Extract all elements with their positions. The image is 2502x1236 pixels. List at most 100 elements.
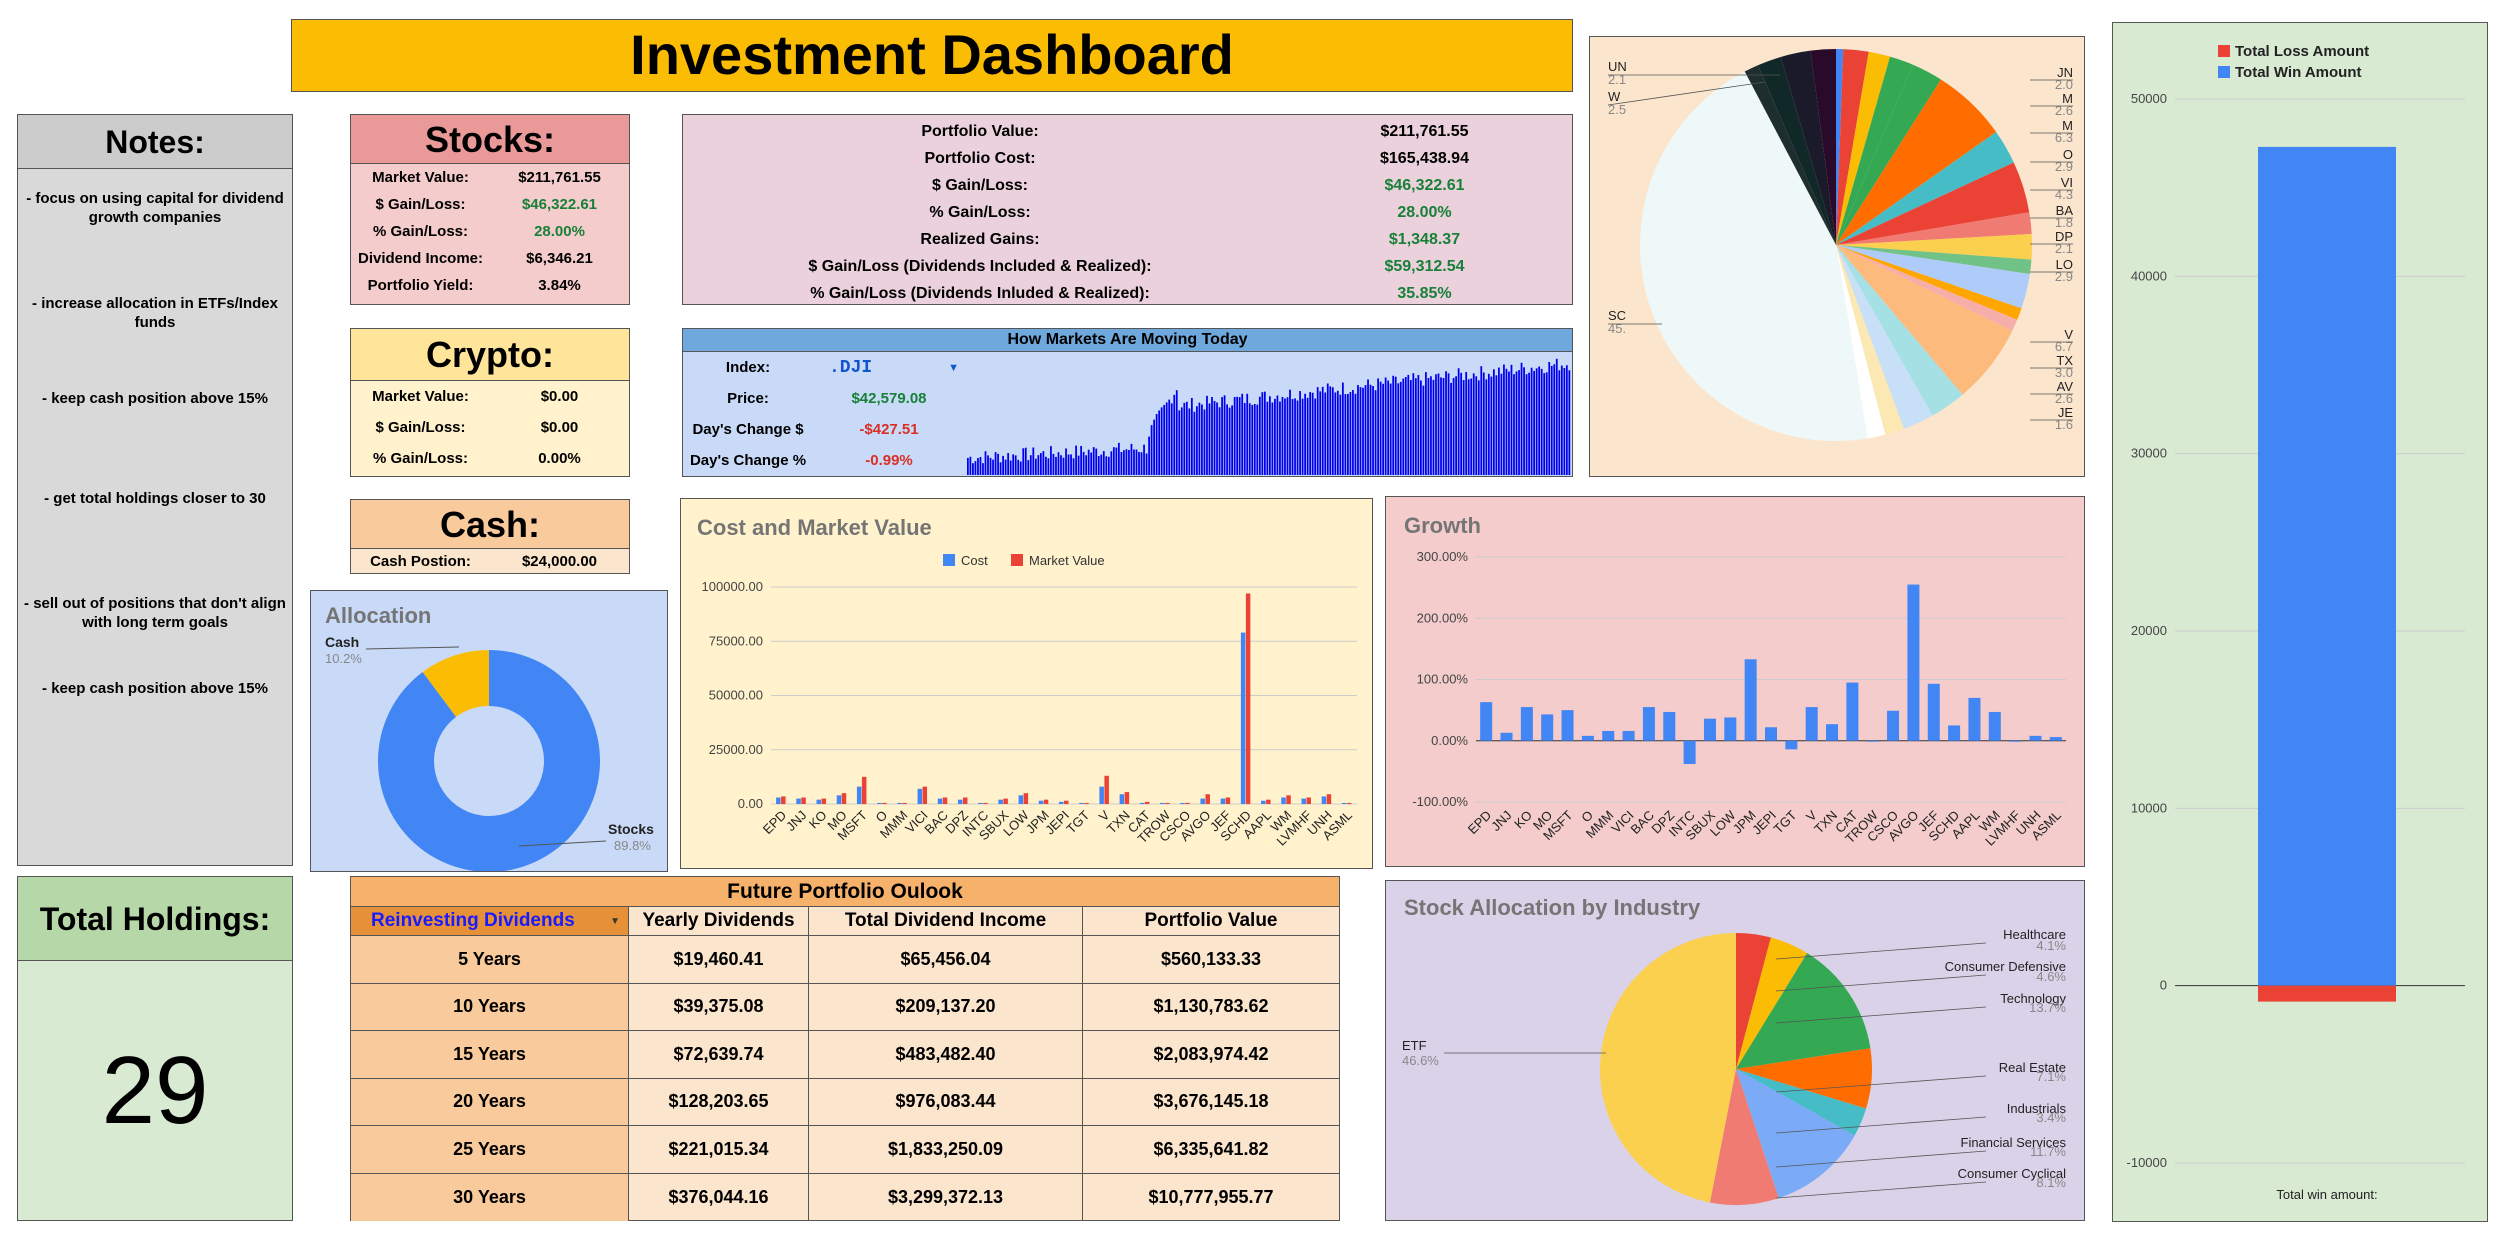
- holding-pct: 2.9: [2055, 269, 2073, 284]
- industry-slice: [1600, 933, 1736, 1203]
- outlook-cell: $560,133.33: [1160, 948, 1262, 969]
- portfolio-label: % Gain/Loss (Dividends Inluded & Realize…: [810, 284, 1150, 302]
- sparkline-bar: [1352, 389, 1354, 475]
- y-tick-label: 75000.00: [709, 633, 763, 648]
- allocation-chart-title: Allocation: [325, 603, 432, 628]
- sparkline-bar: [1455, 376, 1457, 475]
- sparkline-bar: [1243, 402, 1246, 475]
- sparkline-bar: [1316, 387, 1319, 475]
- outlook-row: 30 Years $376,044.16 $3,299,372.13 $10,777,…: [351, 1173, 1339, 1221]
- bar-market-value: [902, 802, 907, 804]
- sparkline-bar: [1495, 375, 1498, 475]
- sparkline-bar: [1072, 458, 1075, 475]
- bar-market-value: [1286, 795, 1291, 804]
- legend-swatch-market: [1011, 554, 1023, 566]
- sparkline-bar: [1284, 398, 1286, 475]
- sparkline-bar: [1213, 400, 1216, 475]
- bar-cost: [816, 799, 822, 804]
- sparkline-bar: [1266, 401, 1269, 475]
- sparkline-bar: [1467, 379, 1470, 475]
- portfolio-value: $59,312.54: [1384, 257, 1465, 275]
- growth-bar: [1520, 707, 1533, 741]
- legend-swatch-loss: [2218, 45, 2230, 57]
- growth-bar-chart: -100.00%0.00%100.00%200.00%300.00%EPDJNJ…: [1412, 549, 2066, 849]
- bar-cost: [1079, 802, 1084, 804]
- price-label: Price:: [727, 390, 769, 407]
- leader-line: [1775, 974, 1987, 992]
- sparkline-bar: [1530, 367, 1533, 475]
- portfolio-metrics: Portfolio Value: $211,761.55 Portfolio Cos…: [683, 115, 1572, 307]
- sparkline-bar: [1286, 397, 1289, 475]
- metric-label: % Gain/Loss:: [372, 223, 469, 240]
- holding-slice: [1757, 56, 1836, 245]
- portfolio-label: Portfolio Cost:: [924, 149, 1036, 167]
- sparkline-bar: [1349, 391, 1352, 475]
- sparkline-bar: [1039, 453, 1042, 475]
- sparkline-bar: [1017, 459, 1020, 475]
- sparkline-bar: [1543, 373, 1546, 475]
- portfolio-row: $ Gain/Loss (Dividends Included & Realiz…: [683, 253, 1572, 280]
- outlook-cell: $376,044.16: [629, 1173, 809, 1221]
- growth-bar: [1927, 683, 1940, 741]
- portfolio-value: $165,438.94: [1380, 149, 1469, 167]
- sparkline-bar: [1087, 449, 1090, 475]
- bar-market-value: [1104, 775, 1109, 804]
- sparkline-bar: [1034, 458, 1037, 475]
- sparkline-bar: [1344, 394, 1347, 475]
- outlook-cell: $39,375.08: [629, 983, 809, 1030]
- outlook-cell: $128,203.65: [629, 1078, 809, 1125]
- bar-market-value: [1205, 794, 1210, 804]
- bar-cost: [978, 802, 983, 804]
- sparkline-bar: [1052, 453, 1055, 475]
- holding-label: M: [2062, 91, 2073, 106]
- sparkline-bar: [1492, 369, 1495, 475]
- industry-label: Technology: [2000, 991, 2066, 1006]
- holding-pct: 2.1: [2055, 241, 2073, 256]
- stocks-metrics: Market Value: $211,761.55 $ Gain/Loss: $46,…: [351, 164, 629, 299]
- sparkline-bar: [1384, 377, 1387, 475]
- holding-pct: 2.9: [2055, 159, 2073, 174]
- sparkline-bar: [1520, 362, 1523, 475]
- sparkline-bar: [1392, 375, 1395, 475]
- bar-market-value: [1185, 802, 1190, 804]
- holding-label: W: [1608, 89, 1621, 104]
- holding-slice: [1836, 245, 2030, 309]
- sparkline-bar: [1568, 370, 1571, 475]
- sparkline-bar: [1414, 378, 1417, 475]
- growth-chart-title: Growth: [1404, 513, 1481, 538]
- x-tick-label: TGT: [1770, 807, 1799, 836]
- sparkline-bar: [1513, 374, 1515, 475]
- sparkline-bar: [1097, 456, 1100, 475]
- index-selector[interactable]: .DJI ▼: [813, 358, 965, 378]
- bar-cost: [1200, 798, 1205, 804]
- holding-pct: 45.: [1608, 321, 1626, 336]
- sparkline-bar: [1319, 391, 1322, 475]
- sparkline-bar: [1563, 367, 1566, 475]
- holding-slice: [1836, 64, 1941, 245]
- metric-label: Market Value:: [372, 169, 469, 186]
- sparkline-bar: [1477, 380, 1480, 475]
- bar-cost: [1301, 798, 1306, 804]
- industry-label: Financial Services: [1961, 1135, 2067, 1150]
- reinvest-dropdown[interactable]: Reinvesting Dividends ▼: [351, 907, 629, 935]
- sparkline-bar: [999, 462, 1002, 475]
- y-tick-label: 0.00: [738, 796, 763, 811]
- sparkline-bar: [1175, 390, 1178, 475]
- sparkline-bar: [1397, 383, 1400, 475]
- stocks-label: Stocks: [608, 821, 654, 837]
- sparkline-bar: [1490, 376, 1493, 475]
- growth-bar: [1541, 714, 1554, 741]
- metric-value: $0.00: [540, 419, 579, 436]
- markets-panel: How Markets Are Moving Today Index: .DJI…: [682, 328, 1573, 477]
- sparkline-bar: [1206, 395, 1208, 475]
- cash-position-row: Cash Postion: $24,000.00: [351, 549, 629, 573]
- sparkline-bar: [1226, 404, 1228, 475]
- bar-cost: [776, 797, 781, 804]
- industry-pct: 8.1%: [2036, 1175, 2066, 1190]
- notes-title: Notes:: [18, 115, 292, 169]
- sparkline-bar: [1387, 380, 1390, 475]
- metric-row: Market Value: $0.00: [351, 381, 629, 412]
- leader-line: [1775, 1075, 1987, 1093]
- sparkline-bar: [1193, 411, 1196, 475]
- sparkline-bar: [1163, 404, 1166, 475]
